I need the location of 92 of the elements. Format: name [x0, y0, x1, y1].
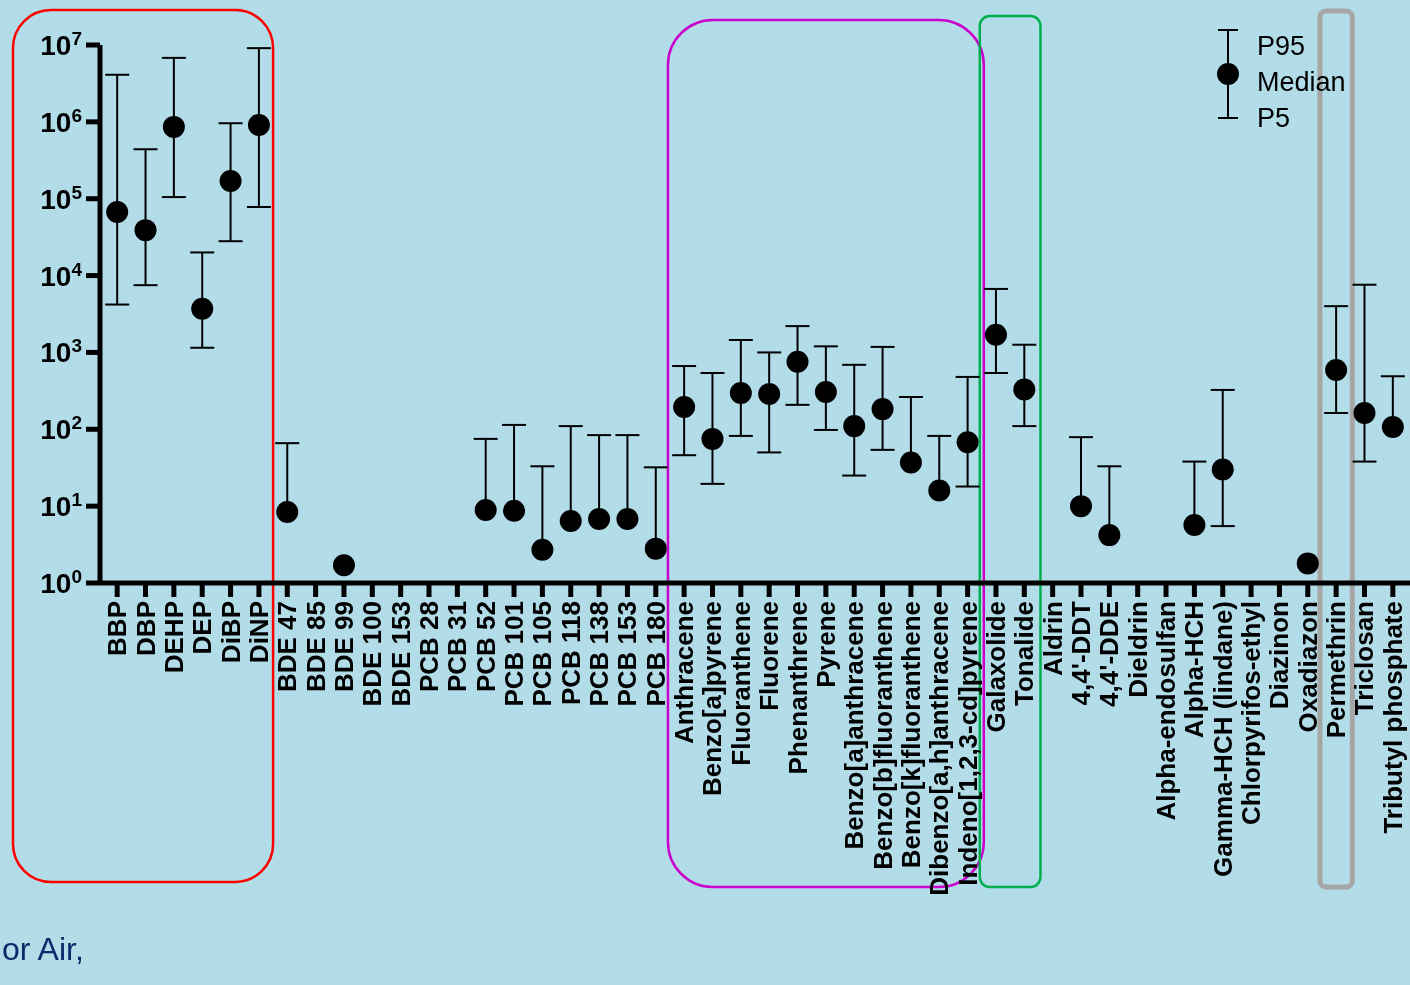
x-tick-label: Benzo[a]pyrene	[697, 601, 728, 797]
x-tick-label: Benzo[a]anthracene	[839, 601, 870, 850]
point	[1013, 378, 1036, 401]
y-tick-label: 10$^{7}$	[40, 27, 82, 61]
point	[673, 395, 696, 418]
point	[984, 323, 1007, 346]
point	[191, 297, 214, 320]
x-tick-label: Permethrin	[1321, 601, 1352, 739]
x-tick-label: Benzo[b]fluoranthene	[867, 601, 898, 870]
point	[1325, 359, 1348, 382]
x-tick-label: Alpha-HCH	[1179, 601, 1210, 739]
point	[644, 537, 667, 560]
point	[559, 510, 582, 533]
x-tick-label: PCB 138	[584, 601, 615, 707]
x-tick-label: Fluorene	[754, 601, 785, 711]
point	[106, 201, 129, 224]
point	[758, 382, 781, 405]
point	[871, 398, 894, 421]
x-tick-label: Dieldrin	[1122, 601, 1153, 698]
x-tick-label: BDE 47	[272, 601, 303, 693]
point	[786, 350, 809, 373]
x-tick-label: BDE 153	[385, 601, 416, 707]
point	[701, 427, 724, 450]
x-tick-label: PCB 105	[527, 601, 558, 707]
y-tick-label: 10$^{3}$	[40, 334, 82, 369]
x-tick-label: DBP	[130, 601, 161, 656]
x-tick-label: DEP	[187, 601, 218, 655]
y-tick-label: 10$^{1}$	[40, 488, 83, 523]
point	[1211, 458, 1234, 481]
point	[1381, 416, 1404, 439]
x-tick-label: Tributyl phosphate	[1377, 601, 1408, 834]
point	[843, 415, 866, 438]
point	[162, 115, 185, 138]
point	[247, 114, 270, 137]
x-tick-label: PCB 118	[555, 601, 586, 706]
x-tick-label: Gamma-HCH (lindane)	[1207, 601, 1238, 877]
point	[474, 499, 497, 522]
x-tick-label: DEHP	[158, 601, 189, 674]
annotation: P5	[1257, 103, 1291, 133]
x-tick-label: Triclosan	[1349, 601, 1380, 716]
point	[616, 508, 639, 531]
x-tick-label: Indeno[1,2,3-cd]pyrene	[952, 601, 983, 886]
point	[1353, 401, 1376, 424]
point	[729, 382, 752, 405]
x-tick-label: Tonalide	[1009, 601, 1040, 706]
point	[332, 554, 355, 577]
x-tick-label: BDE 99	[328, 601, 359, 693]
x-tick-label: Fluoranthene	[725, 601, 756, 766]
y-tick-label: 10$^{5}$	[40, 181, 83, 215]
x-tick-label: PCB 153	[612, 601, 643, 707]
x-tick-label: BDE 85	[300, 601, 331, 693]
point	[134, 219, 157, 242]
x-tick-label: DiBP	[215, 601, 246, 664]
x-tick-label: Phenanthrene	[782, 601, 813, 775]
x-tick-label: Chlorpyrifos-ethyl	[1236, 601, 1267, 825]
x-tick-label: Oxadiazon	[1292, 601, 1323, 733]
x-tick-label: 4,4'-DDE	[1094, 601, 1125, 707]
point	[956, 431, 979, 454]
point	[814, 381, 837, 404]
x-tick-label: 4,4'-DDT	[1066, 600, 1096, 706]
x-tick-label: DiNP	[243, 601, 274, 664]
point	[503, 499, 526, 522]
point	[531, 538, 554, 561]
annotation: P95	[1257, 31, 1306, 61]
x-tick-label: PCB 52	[470, 601, 501, 693]
point	[588, 508, 611, 531]
y-tick-label: 10$^{4}$	[40, 258, 83, 292]
x-tick-label: Aldrin	[1037, 601, 1068, 677]
point	[1070, 495, 1092, 518]
x-tick-label: Anthracene	[669, 601, 700, 745]
point	[219, 170, 242, 192]
point	[1183, 513, 1206, 536]
x-tick-label: Alpha-endosulfan	[1151, 601, 1182, 821]
x-tick-label: Pyrene	[810, 601, 841, 688]
point	[1296, 552, 1319, 575]
text: or Air,	[2, 931, 84, 967]
x-tick-label: Diazinon	[1264, 601, 1295, 710]
x-tick-label: PCB 101	[499, 601, 530, 707]
x-tick-label: BBP	[102, 601, 133, 656]
x-tick-label: PCB 31	[442, 601, 473, 693]
y-tick-label: 10$^{2}$	[40, 411, 82, 446]
point	[899, 451, 922, 474]
point	[928, 479, 951, 502]
x-tick-label: Dibenzo[a,h]anthracene	[924, 601, 955, 896]
x-tick-label: PCB 28	[414, 601, 444, 693]
y-tick-label: 10$^{0}$	[40, 565, 82, 599]
x-tick-label: PCB 180	[640, 601, 671, 707]
legend-label: Median	[1257, 67, 1346, 97]
x-tick-label: BDE 100	[357, 601, 388, 707]
y-tick-label: 10$^{6}$	[40, 104, 82, 138]
point	[276, 500, 299, 523]
point	[1098, 524, 1121, 547]
